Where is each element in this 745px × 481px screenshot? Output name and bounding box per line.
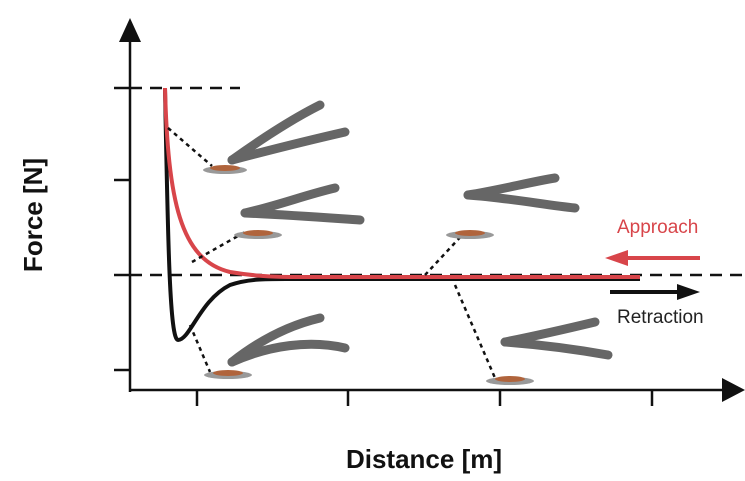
retraction-curve <box>163 87 640 343</box>
axes <box>114 18 745 406</box>
connectors <box>167 127 497 379</box>
approach-arrowhead <box>605 250 628 266</box>
ticks <box>114 86 654 406</box>
retraction-arrowhead <box>677 284 700 300</box>
y-axis-label: Force [N] <box>18 158 48 272</box>
cantilevers <box>203 100 613 385</box>
x-axis-label: Distance [m] <box>346 444 502 474</box>
approach-label: Approach <box>617 217 698 238</box>
x-arrow <box>722 378 745 402</box>
retraction-label: Retraction <box>617 307 704 328</box>
y-arrow <box>119 18 141 42</box>
approach-curve <box>163 87 640 279</box>
